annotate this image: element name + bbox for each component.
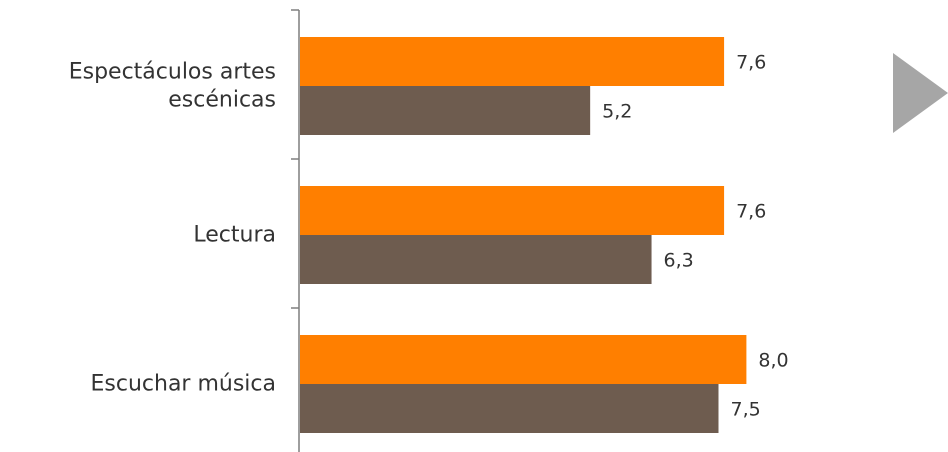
bars: [300, 37, 747, 433]
category-label: Escuchar música: [91, 372, 277, 397]
bar-series-1: [300, 186, 725, 235]
data-label: 5,2: [602, 101, 632, 123]
category-label: Espectáculos artes escénicas: [69, 60, 276, 113]
bar-series-1: [300, 335, 747, 384]
bar-series-1: [300, 37, 725, 86]
data-label: 7,5: [731, 399, 761, 421]
y-axis: [291, 9, 300, 452]
category-label: Lectura: [193, 223, 276, 248]
data-label: 7,6: [736, 201, 766, 223]
play-triangle-icon: [893, 53, 948, 133]
data-label: 6,3: [664, 250, 694, 272]
bar-series-2: [300, 86, 591, 135]
data-label: 7,6: [736, 52, 766, 74]
bar-series-2: [300, 235, 652, 284]
labels: Espectáculos artes escénicas 7,6 5,2 Lectura…: [69, 52, 789, 421]
data-label: 8,0: [758, 350, 788, 372]
bar-series-2: [300, 384, 719, 433]
